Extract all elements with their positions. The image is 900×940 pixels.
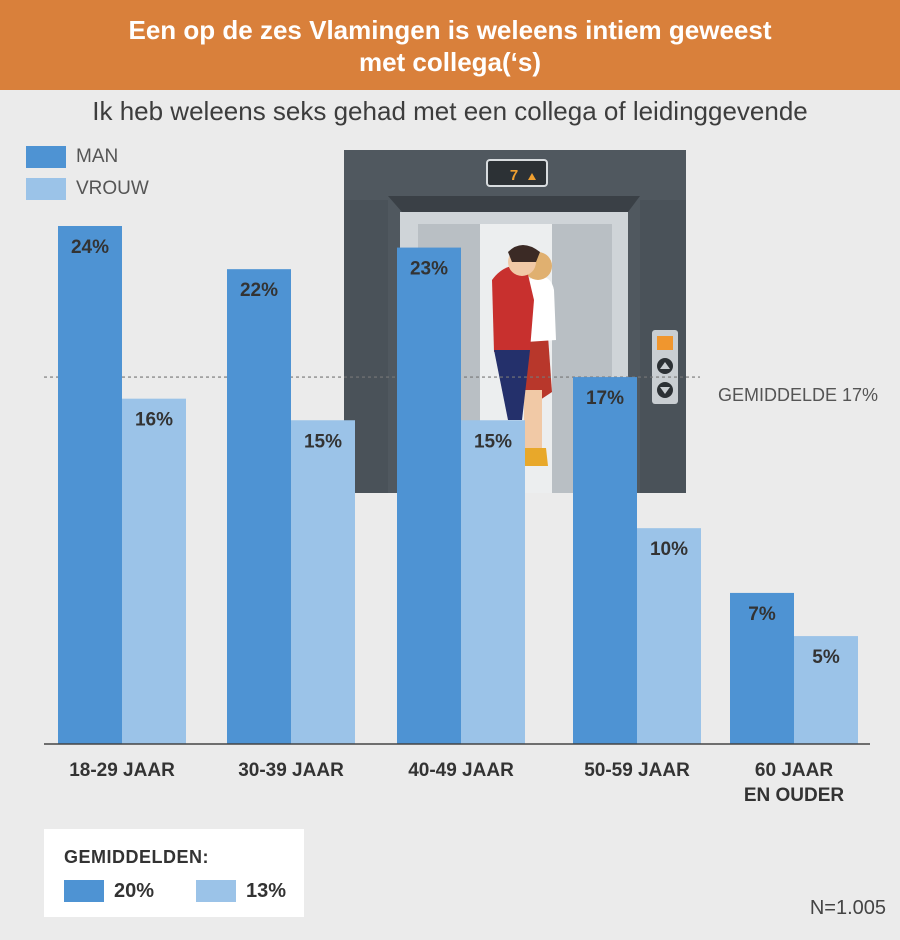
data-label-man-1: 24% [71, 237, 109, 258]
data-label-man-4: 17% [586, 388, 624, 409]
floor-up-arrow-icon [528, 173, 536, 180]
chart-title-line-1: Een op de zes Vlamingen is weleens intie… [128, 15, 772, 45]
legend-swatch-vrouw [26, 178, 66, 200]
data-label-vrouw-1: 16% [135, 410, 173, 431]
bar-man-5 [730, 592, 794, 744]
averages-value-man: 20% [114, 880, 155, 902]
legend-swatch-man [26, 146, 66, 168]
call-panel-light [657, 336, 673, 350]
bar-vrouw-1 [122, 398, 186, 744]
x-tick-label-4: 50-59 JAAR [584, 760, 690, 781]
average-reference-label: GEMIDDELDE 17% [718, 385, 878, 405]
bar-man-1 [58, 226, 122, 744]
data-label-vrouw-4: 10% [650, 539, 688, 560]
averages-swatch-man [64, 880, 104, 902]
data-label-vrouw-5: 5% [812, 647, 840, 668]
data-label-man-3: 23% [410, 259, 448, 280]
chart-subtitle: Ik heb weleens seks gehad met een colleg… [92, 96, 808, 126]
x-tick-label-5-line-1: 60 JAAR [755, 760, 833, 781]
floor-number: 7 [510, 167, 518, 184]
bars: 24% 16% 18-29 JAAR 22% 15% 30-39 JAAR 23% 15% 40… [58, 226, 858, 806]
bar-vrouw-5 [794, 636, 858, 744]
bar-man-2 [227, 269, 291, 744]
bar-vrouw-3 [461, 420, 525, 744]
legend-label-man: MAN [76, 146, 119, 167]
x-tick-label-2: 30-39 JAAR [238, 760, 344, 781]
bar-man-4 [573, 377, 637, 744]
x-tick-label-3: 40-49 JAAR [408, 760, 514, 781]
data-label-vrouw-2: 15% [304, 431, 342, 452]
averages-swatch-vrouw [196, 880, 236, 902]
data-label-vrouw-3: 15% [474, 431, 512, 452]
bar-vrouw-4 [637, 528, 701, 744]
averages-value-vrouw: 13% [246, 880, 287, 902]
elevator-lintel [388, 196, 640, 212]
x-tick-label-1: 18-29 JAAR [69, 760, 175, 781]
legend-label-vrouw: VROUW [76, 178, 149, 199]
data-label-man-5: 7% [748, 604, 776, 625]
sample-size-label: N=1.005 [809, 897, 886, 919]
x-tick-label-5-line-2: EN OUDER [744, 785, 845, 806]
averages-title: GEMIDDELDEN: [64, 847, 209, 867]
data-label-man-2: 22% [240, 280, 278, 301]
averages-box: GEMIDDELDEN: 20% 13% [44, 829, 304, 917]
header-banner: Een op de zes Vlamingen is weleens intie… [0, 0, 900, 90]
couple-icon [492, 245, 556, 466]
bar-vrouw-2 [291, 420, 355, 744]
bar-man-3 [397, 247, 461, 745]
chart-title-line-2: met collega(‘s) [358, 47, 542, 77]
